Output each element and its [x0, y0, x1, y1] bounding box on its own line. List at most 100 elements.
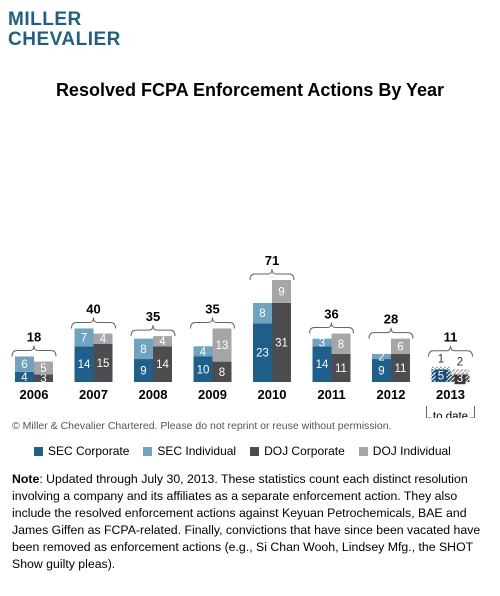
value-label-doj-individual-2012: 6	[397, 341, 403, 353]
value-label-sec-corporate-2010: 23	[256, 348, 269, 360]
legend-label: DOJ Individual	[372, 444, 451, 458]
category-label-2006: 2006	[20, 387, 49, 402]
bar-sec-individual-2010	[253, 302, 272, 324]
value-label-sec-corporate-2011: 14	[316, 359, 329, 371]
bar-doj-individual-2009	[212, 328, 232, 362]
total-label-2012: 28	[384, 312, 398, 327]
legend-label: SEC Individual	[157, 444, 237, 458]
value-label-sec-corporate-2006: 4	[21, 372, 28, 384]
value-label-doj-corporate-2007: 15	[97, 358, 110, 370]
logo-line1: MILLER	[8, 9, 82, 30]
brace-2007	[71, 317, 116, 329]
value-label-doj-individual-2010: 9	[278, 286, 284, 298]
note-label: Note	[12, 472, 40, 486]
bar-sec-corporate-2009	[193, 356, 213, 382]
bar-doj-corporate-2007	[93, 343, 113, 382]
chart-title: Resolved FCPA Enforcement Actions By Yea…	[55, 80, 445, 100]
value-label-sec-corporate-2013: 5	[438, 371, 444, 383]
copyright-notice: © Miller & Chevalier Chartered. Please d…	[12, 420, 392, 432]
value-label-doj-corporate-2010: 31	[275, 337, 288, 349]
bar-doj-individual-2012	[391, 338, 410, 354]
value-label-sec-individual-2008: 8	[140, 344, 146, 356]
value-label-doj-corporate-2006: 3	[40, 373, 46, 385]
value-label-doj-individual-2009: 13	[216, 340, 229, 352]
brace-2008	[130, 325, 176, 337]
bar-sec-individual-2012	[372, 353, 391, 360]
bar-doj-corporate-2006	[34, 374, 53, 382]
legend-item-doj-corporate: DOJ Corporate	[250, 444, 345, 458]
footnote: Note: Updated through July 30, 2013. The…	[12, 471, 490, 573]
total-label-2013: 11	[444, 330, 458, 345]
value-label-sec-corporate-2008: 9	[140, 366, 146, 378]
bar-sec-individual-2013	[431, 366, 451, 370]
legend-item-doj-individual: DOJ Individual	[358, 444, 451, 458]
total-label-2010: 71	[265, 253, 279, 268]
value-label-sec-corporate-2009: 10	[197, 364, 210, 376]
legend-swatch	[358, 446, 368, 456]
category-label-2009: 2009	[198, 387, 227, 402]
bar-sec-corporate-2007	[74, 346, 94, 382]
category-label-2011: 2011	[317, 387, 345, 402]
value-label-sec-individual-2006: 6	[21, 359, 27, 371]
legend-label: DOJ Corporate	[264, 444, 345, 458]
bar-doj-individual-2008	[153, 336, 172, 347]
bar-sec-individual-2011	[312, 338, 332, 347]
bar-doj-corporate-2008	[153, 346, 172, 382]
category-label-2012: 2012	[377, 387, 406, 402]
miller-chevalier-logo: MILLER CHEVALIER	[8, 10, 121, 50]
bar-doj-individual-2013	[450, 369, 470, 375]
badge-sec-2013	[435, 369, 447, 382]
brace-2006	[11, 345, 57, 357]
value-label-sec-individual-2011: 3	[319, 337, 325, 349]
value-label-doj-corporate-2013: 3	[457, 373, 463, 385]
legend-label: SEC Corporate	[48, 444, 130, 458]
total-label-2007: 40	[86, 301, 100, 316]
value-label-doj-corporate-2011: 11	[335, 363, 347, 375]
value-label-doj-corporate-2012: 11	[395, 363, 407, 375]
value-label-sec-corporate-2007: 14	[78, 359, 91, 371]
bar-doj-corporate-2012	[391, 353, 410, 382]
value-label-doj-individual-2006: 5	[40, 363, 46, 375]
bar-sec-corporate-2010	[253, 323, 272, 382]
bar-doj-individual-2011	[331, 333, 351, 354]
total-label-2009: 35	[205, 301, 219, 316]
total-label-2008: 35	[146, 309, 160, 324]
bar-doj-individual-2006	[34, 361, 53, 375]
legend-item-sec-corporate: SEC Corporate	[34, 444, 129, 458]
bar-sec-corporate-2008	[134, 359, 153, 382]
value-label-sec-individual-2007: 7	[81, 332, 87, 344]
bar-doj-individual-2007	[93, 333, 113, 344]
badge-doj-2013	[454, 372, 466, 385]
category-sublabel-2013: to date	[433, 411, 468, 418]
value-label-sec-corporate-2012: 9	[378, 366, 384, 378]
logo-line2: CHEVALIER	[8, 29, 121, 50]
brace-2013	[428, 345, 473, 357]
value-label-doj-corporate-2009: 8	[219, 367, 225, 379]
legend-item-sec-individual: SEC Individual	[143, 444, 236, 458]
value-label-doj-individual-2007: 4	[100, 334, 107, 346]
brace-2011	[309, 322, 354, 334]
bar-sec-individual-2007	[74, 328, 94, 347]
fcpa-stacked-bar-chart: 4635182006147154402007981443520081048133…	[11, 253, 475, 418]
legend-swatch	[34, 446, 43, 456]
value-label-doj-individual-2013: 2	[457, 356, 463, 368]
value-label-doj-individual-2011: 8	[338, 339, 344, 351]
bar-sec-corporate-2012	[372, 359, 391, 382]
bar-sec-individual-2008	[134, 338, 153, 360]
bar-sec-corporate-2006	[15, 371, 34, 382]
legend-swatch	[143, 446, 153, 456]
brace-2009	[190, 317, 235, 329]
value-label-doj-individual-2008: 4	[159, 336, 166, 348]
bar-doj-individual-2010	[272, 280, 291, 303]
total-label-2006: 18	[27, 330, 41, 345]
bar-doj-corporate-2011	[331, 353, 351, 382]
value-label-sec-individual-2010: 8	[259, 308, 265, 320]
sublabel-bracket-2013	[426, 406, 475, 418]
brace-2010	[249, 268, 295, 281]
chart-legend: SEC Corporate SEC Individual DOJ Corporate…	[34, 444, 451, 458]
bar-sec-individual-2006	[15, 356, 34, 372]
brace-2012	[368, 327, 414, 339]
category-label-2007: 2007	[79, 387, 108, 402]
bar-sec-individual-2009	[193, 346, 213, 357]
value-label-sec-individual-2013: 1	[438, 354, 444, 366]
